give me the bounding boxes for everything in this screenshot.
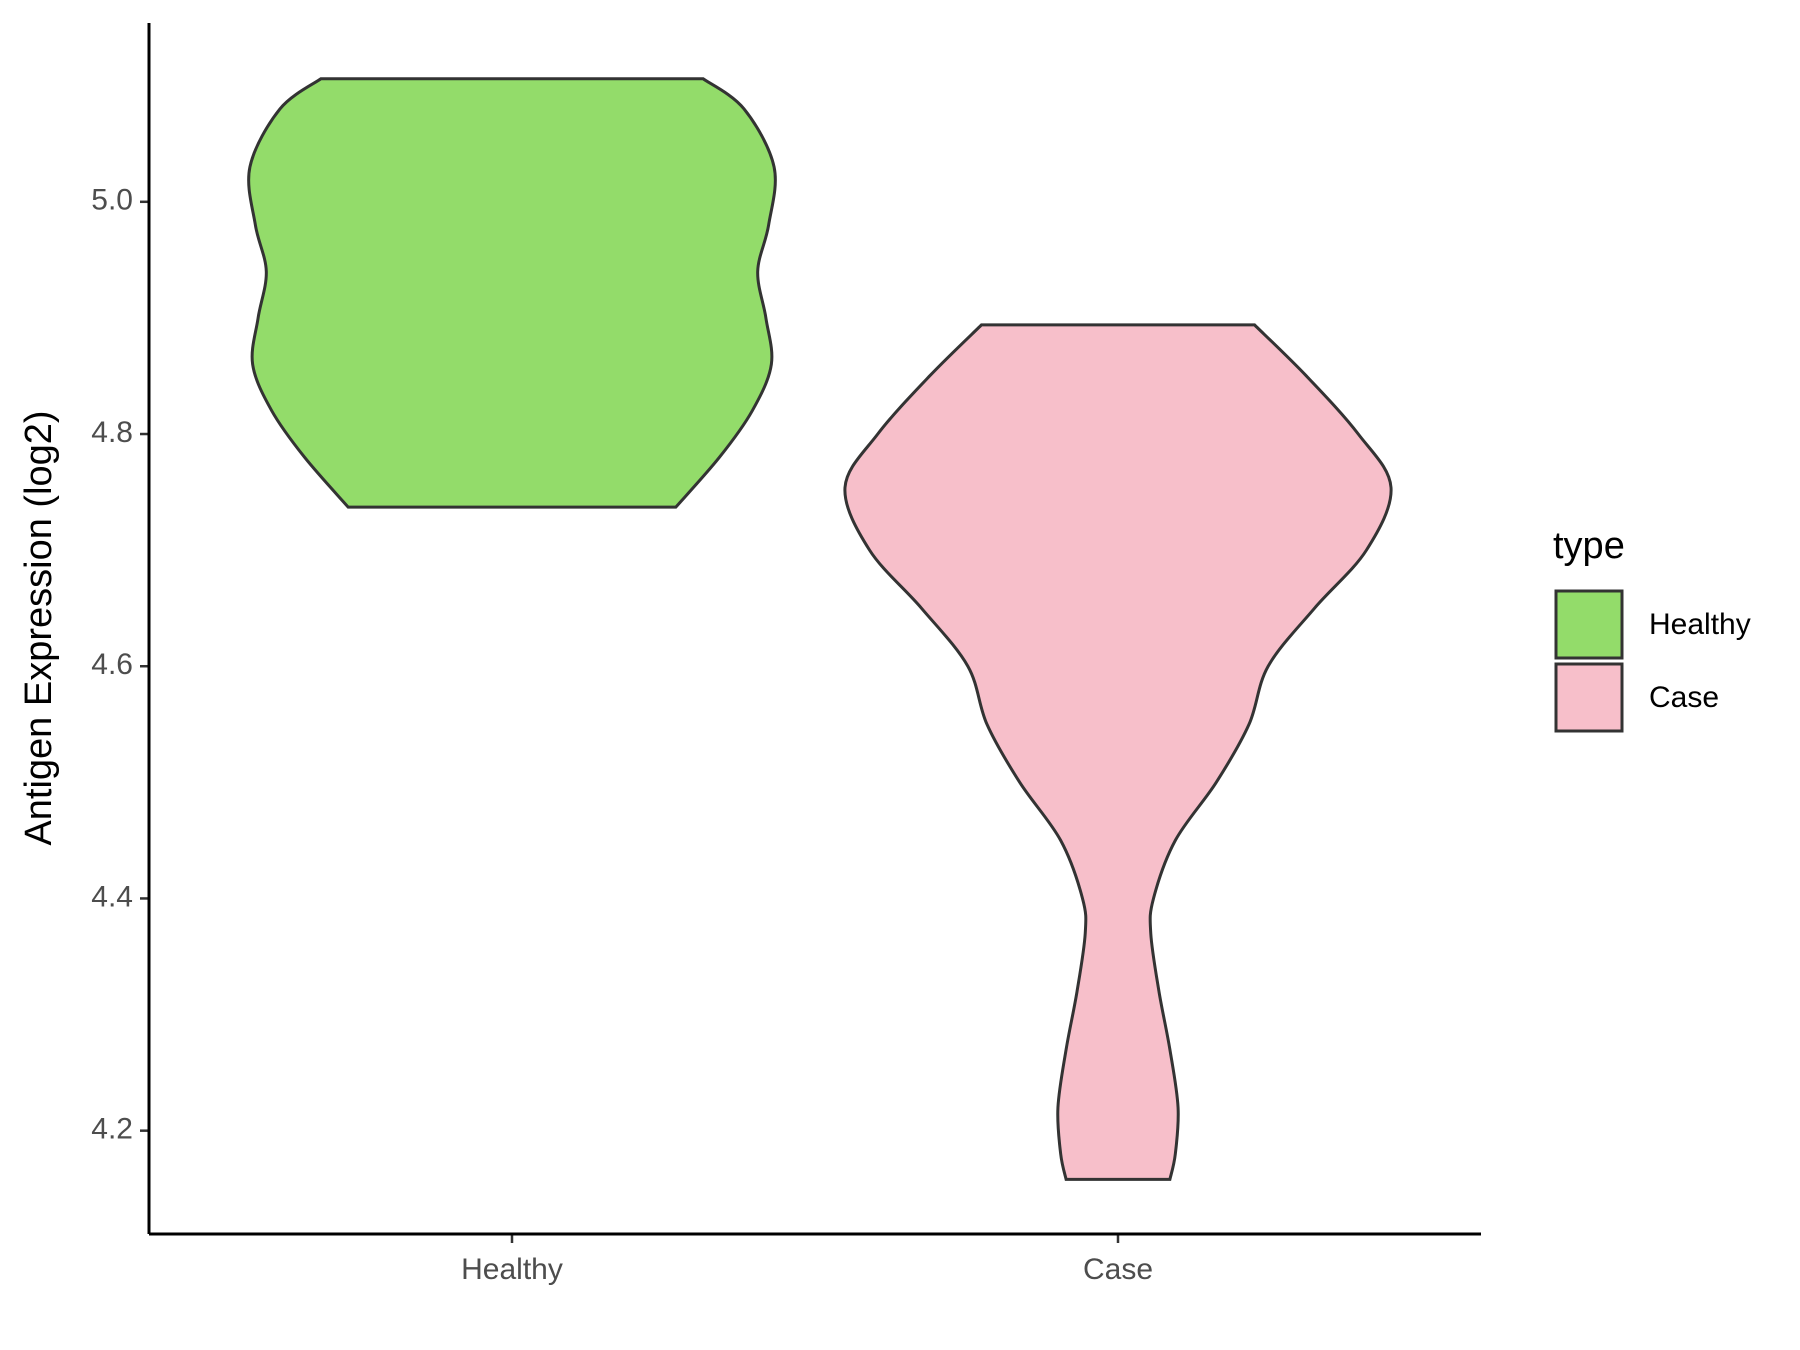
y-tick-label: 4.2 <box>91 1113 133 1146</box>
legend-swatch <box>1554 662 1624 733</box>
y-tick-label: 5.0 <box>91 184 133 217</box>
violin <box>843 323 1393 1181</box>
y-tick-label: 4.4 <box>91 880 133 913</box>
y-tick-label: 4.6 <box>91 648 133 681</box>
violin <box>247 77 777 509</box>
legend-label: Case <box>1649 681 1719 714</box>
x-tick-label: Healthy <box>461 1253 563 1286</box>
legend-label: Healthy <box>1649 608 1751 641</box>
legend-swatch <box>1554 589 1624 660</box>
legend-title: type <box>1553 525 1625 567</box>
y-tick-label: 4.8 <box>91 416 133 449</box>
x-tick-label: Case <box>1083 1253 1153 1286</box>
y-axis-label: Antigen Expression (log2) <box>18 410 60 845</box>
